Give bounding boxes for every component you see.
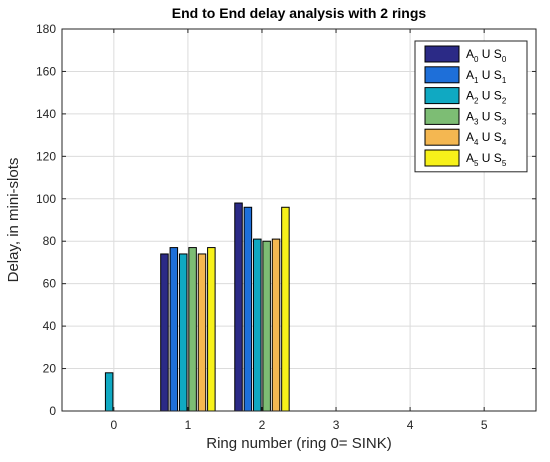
y-tick-label: 100	[36, 192, 56, 206]
chart-title: End to End delay analysis with 2 rings	[172, 5, 427, 21]
x-tick-label: 3	[333, 418, 340, 432]
legend-swatch	[424, 87, 460, 105]
bar	[178, 253, 188, 412]
legend-label: A0 U S0	[466, 47, 507, 64]
y-tick-label: 0	[49, 404, 56, 418]
legend-swatch	[424, 149, 460, 167]
bar	[104, 372, 114, 412]
bar	[197, 253, 207, 412]
bar	[243, 206, 253, 412]
bars	[104, 202, 290, 412]
bar	[207, 247, 216, 412]
legend-swatch	[424, 45, 460, 63]
bar	[253, 238, 262, 412]
legend: A0 U S0 A1 U S1 A2 U S2 A3 U S3 A4 U S4 A5 U …	[414, 40, 528, 173]
bar	[169, 247, 179, 412]
bar	[262, 240, 271, 412]
legend-label: A2 U S2	[466, 89, 507, 106]
legend-label: A1 U S1	[466, 68, 507, 85]
y-tick-label: 60	[43, 277, 57, 291]
ticks: 0 20 40 60 80 100 120 140 160 180 0 1 2 3 4 5	[36, 22, 536, 432]
plot-frame	[61, 28, 537, 412]
bar	[234, 202, 243, 412]
y-tick-label: 180	[36, 22, 56, 36]
y-tick-label: 80	[43, 234, 57, 248]
bar	[160, 253, 169, 412]
x-tick-label: 5	[481, 418, 488, 432]
y-tick-label: 160	[36, 64, 56, 78]
x-axis-label: Ring number (ring 0= SINK)	[206, 435, 392, 452]
legend-label: A3 U S3	[466, 109, 507, 126]
y-tick-label: 120	[36, 149, 56, 163]
bar	[271, 238, 281, 412]
x-tick-label: 2	[259, 418, 266, 432]
y-tick-label: 40	[43, 319, 57, 333]
y-tick-label: 140	[36, 107, 56, 121]
x-tick-label: 4	[407, 418, 414, 432]
bar	[281, 206, 290, 412]
x-tick-label: 0	[111, 418, 118, 432]
legend-label: A4 U S4	[466, 130, 507, 147]
y-axis-label: Delay, in mini-slots	[5, 158, 22, 283]
legend-swatch	[424, 107, 460, 125]
legend-label: A5 U S5	[466, 151, 507, 168]
legend-swatch	[424, 128, 460, 146]
legend-swatch	[424, 66, 460, 84]
bar	[188, 247, 197, 412]
x-tick-label: 1	[185, 418, 192, 432]
y-tick-label: 20	[43, 362, 57, 376]
